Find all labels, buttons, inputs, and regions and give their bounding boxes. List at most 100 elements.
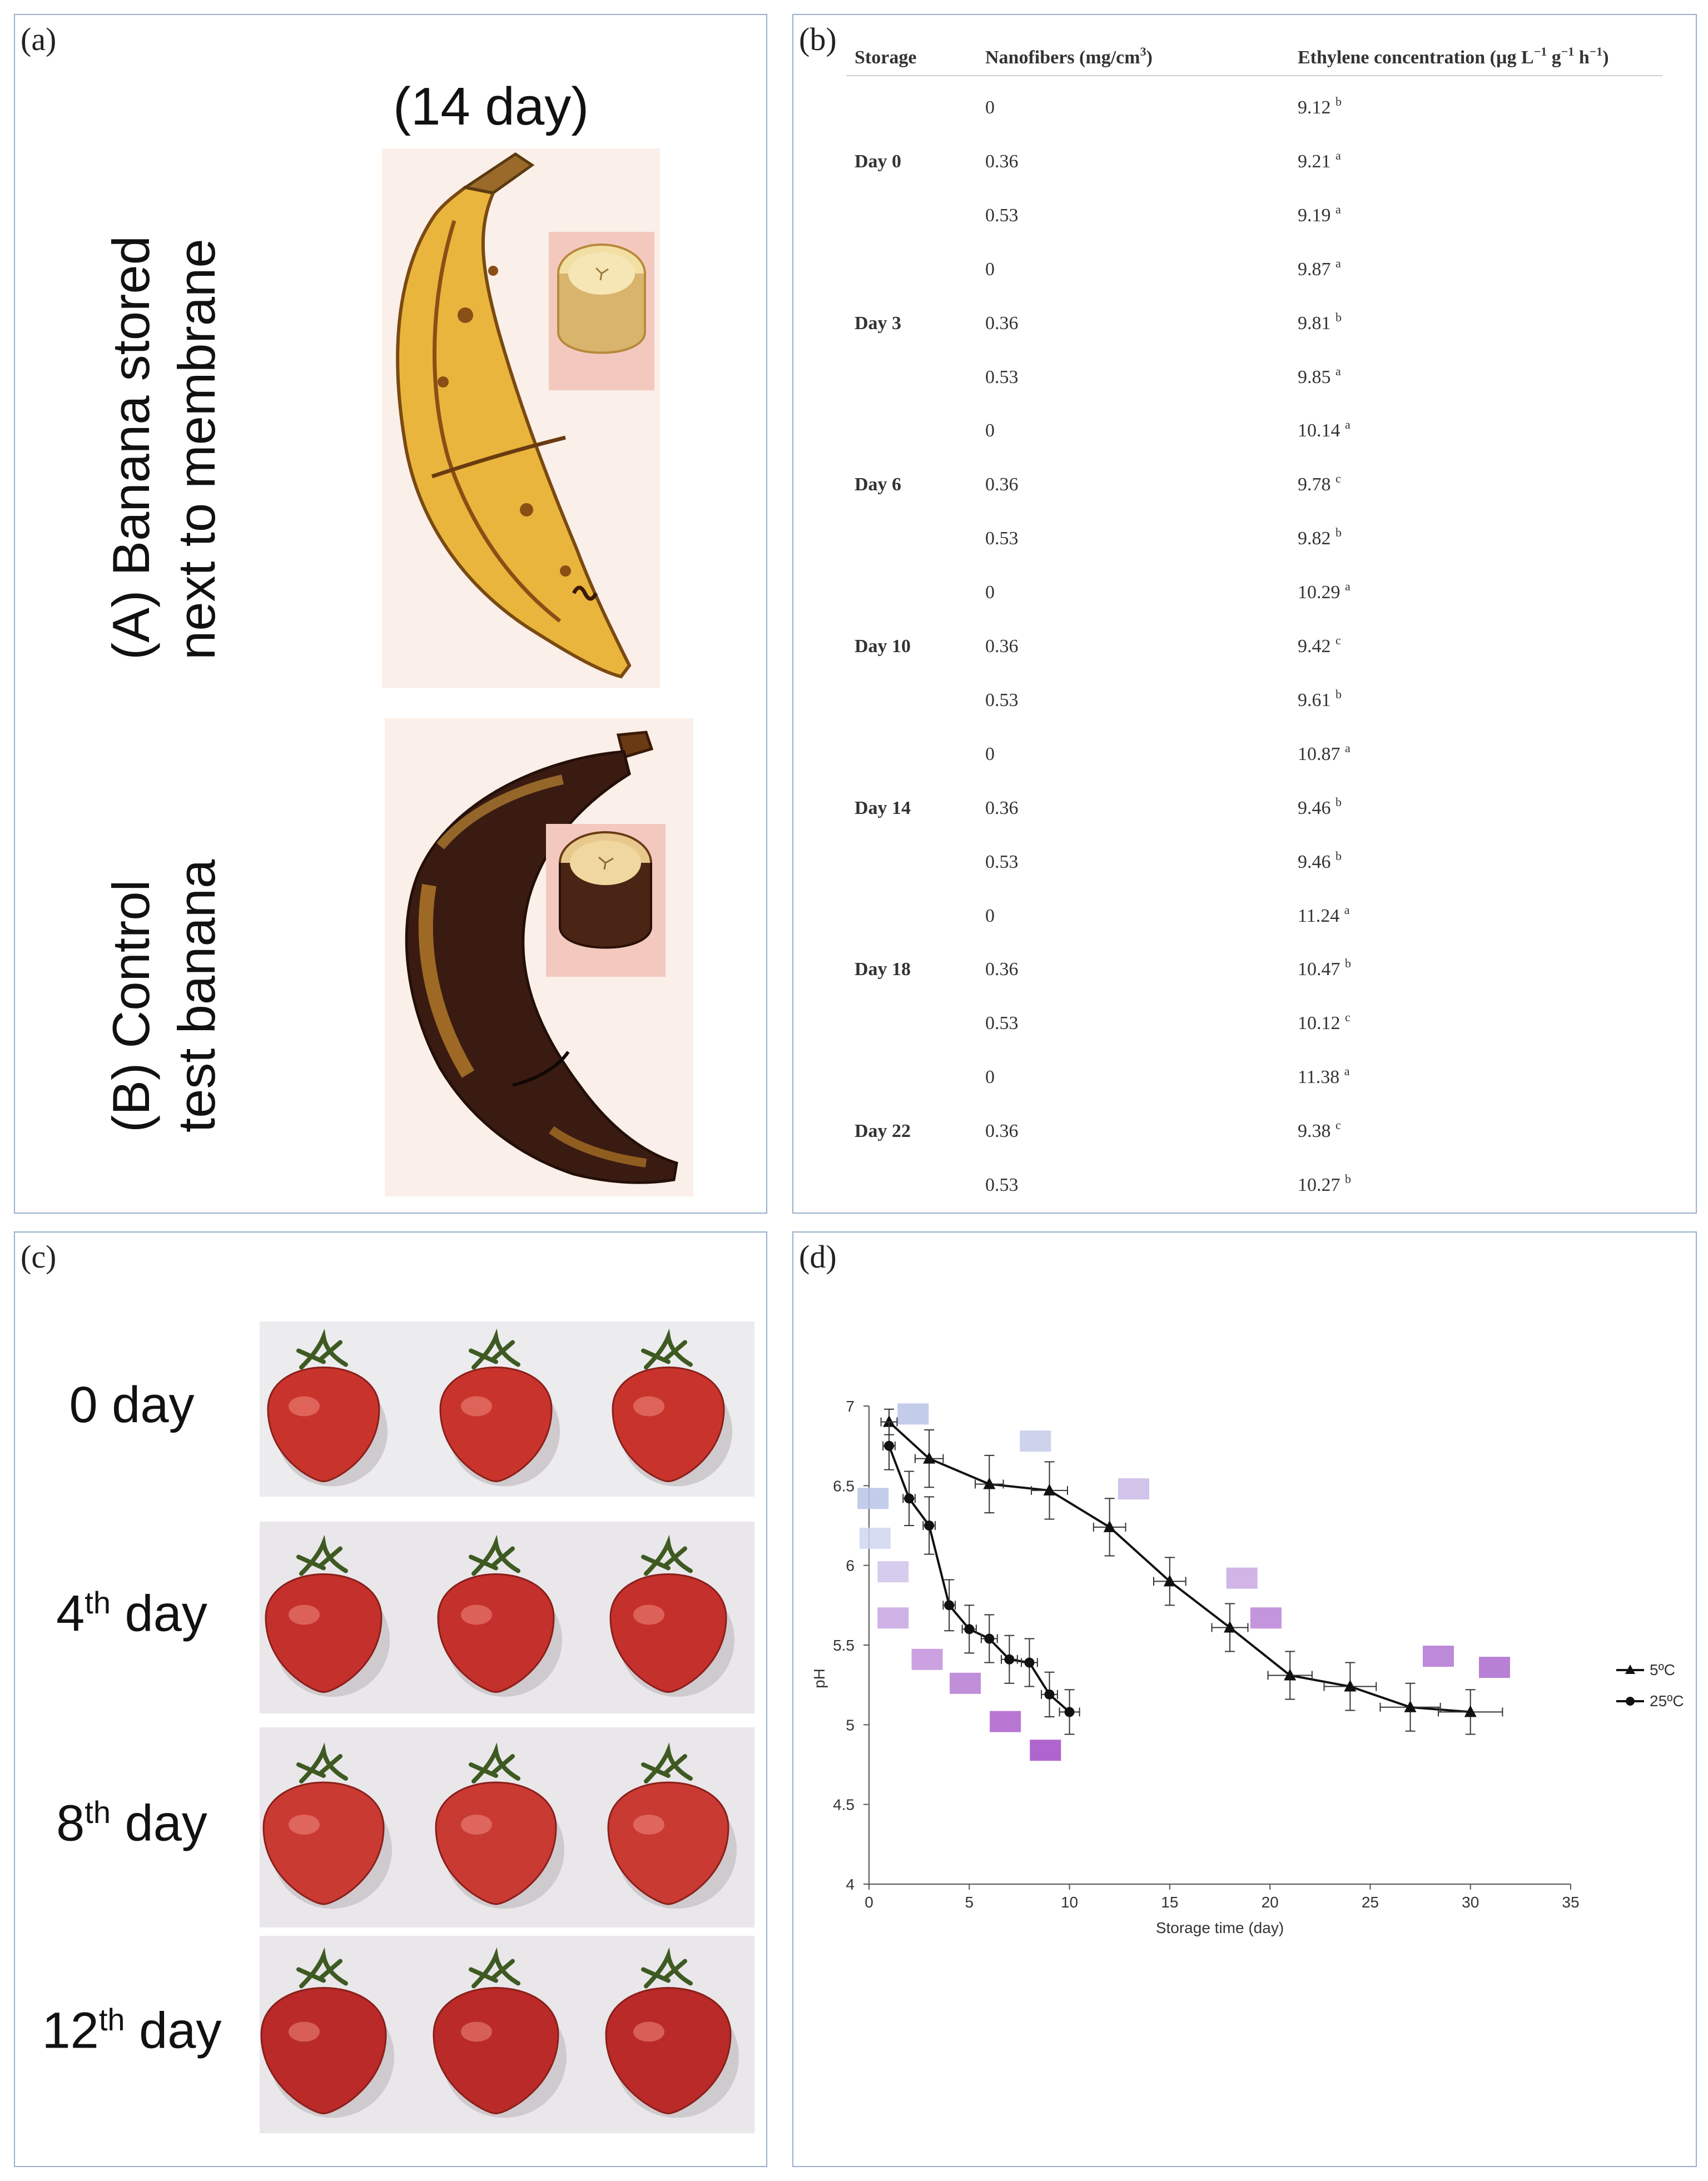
data-point-5c xyxy=(1224,1621,1237,1633)
storage-day-label: Day 6 xyxy=(855,474,902,495)
y-tick-label: 7 xyxy=(846,1398,855,1415)
ethylene-cell: 9.46 b xyxy=(1298,848,1342,872)
storage-day-label: Day 0 xyxy=(855,151,902,172)
nanofiber-cell: 0 xyxy=(985,582,995,603)
nanofiber-cell: 0 xyxy=(985,420,995,441)
ph-color-swatch-25c xyxy=(877,1607,909,1629)
banana-a-photo xyxy=(382,148,660,688)
data-point-5c xyxy=(1163,1574,1176,1587)
data-point-5c xyxy=(883,1415,896,1427)
series-line-5c xyxy=(888,1421,1471,1713)
data-point-25c xyxy=(1044,1689,1055,1700)
ethylene-cell: 10.29 a xyxy=(1298,579,1350,603)
panel-a-label: (a) xyxy=(21,21,57,57)
header-ethylene: Ethylene concentration (µg L−1 g−1 h−1) xyxy=(1298,44,1609,68)
tomato-day-label: 0 day xyxy=(69,1376,195,1433)
nanofiber-cell: 0.53 xyxy=(985,528,1019,549)
ethylene-cell: 10.47 b xyxy=(1298,956,1351,980)
banana-a-caption-line2: next to membrane xyxy=(167,239,226,660)
y-tick-label: 5.5 xyxy=(833,1637,855,1654)
x-tick-label: 25 xyxy=(1362,1894,1379,1911)
tomato-photo xyxy=(260,1321,754,1497)
banana-b-caption-line1: (B) Control xyxy=(102,880,160,1132)
ethylene-cell: 9.38 c xyxy=(1298,1118,1341,1142)
data-point-25c xyxy=(984,1633,995,1644)
ethylene-cell: 9.12 b xyxy=(1298,95,1342,118)
ph-color-swatch-5c xyxy=(1478,1657,1510,1678)
nanofiber-cell: 0 xyxy=(985,259,995,280)
nanofiber-cell: 0.36 xyxy=(985,474,1019,495)
data-point-25c xyxy=(944,1600,955,1611)
series-line-25c xyxy=(888,1445,1070,1713)
nanofiber-cell: 0.36 xyxy=(985,636,1019,657)
nanofiber-cell: 0.53 xyxy=(985,366,1019,387)
panel-d-ph-chart: (d) 0 5 10 15 20 25 30 35 4 4.5 5 5.5 6 6.5 7 Storage t… xyxy=(792,1231,1697,2167)
y-tick-label: 4.5 xyxy=(833,1796,855,1814)
storage-day-label: Day 14 xyxy=(855,797,911,818)
ph-chart: 0 5 10 15 20 25 30 35 4 4.5 5 5.5 6 6.5 7 Storage time … xyxy=(811,1398,1684,1936)
x-axis-title: Storage time (day) xyxy=(1156,1919,1284,1936)
data-point-25c xyxy=(1064,1707,1075,1717)
nanofiber-cell: 0.36 xyxy=(985,151,1019,172)
legend-label: 5ºC xyxy=(1650,1661,1675,1678)
ethylene-cell: 9.42 c xyxy=(1298,633,1341,657)
x-tick-label: 10 xyxy=(1061,1894,1078,1911)
tomato-photo xyxy=(260,1522,754,1713)
panel-b-label: (b) xyxy=(799,21,837,57)
ph-color-swatch-25c xyxy=(1030,1740,1061,1761)
nanofiber-cell: 0 xyxy=(985,1067,995,1088)
data-point-5c xyxy=(1284,1668,1297,1681)
panel-c-label: (c) xyxy=(21,1239,57,1275)
data-point-25c xyxy=(924,1521,935,1531)
ph-color-swatch-25c xyxy=(877,1561,909,1583)
ph-color-swatch-5c xyxy=(1020,1430,1051,1452)
legend-label: 25ºC xyxy=(1650,1692,1684,1710)
ph-color-swatch-5c xyxy=(1423,1646,1454,1667)
ph-color-swatch-25c xyxy=(990,1711,1021,1732)
ethylene-cell: 10.87 a xyxy=(1298,741,1350,764)
ethylene-cell: 9.19 a xyxy=(1298,202,1341,226)
ph-color-swatch-5c xyxy=(1118,1478,1149,1500)
tomato-day-label: 4th day xyxy=(56,1584,207,1642)
ethylene-cell: 10.14 a xyxy=(1298,418,1350,441)
ph-color-swatch-5c xyxy=(897,1403,929,1425)
data-point-25c xyxy=(964,1624,975,1634)
data-point-25c xyxy=(884,1440,895,1451)
ethylene-cell: 9.81 b xyxy=(1298,310,1342,334)
panel-b-ethylene-table: (b) Storage Nanofibers (mg/cm3) Ethylene… xyxy=(792,14,1697,1214)
ethylene-cell: 10.27 b xyxy=(1298,1172,1351,1195)
ethylene-cell: 9.85 a xyxy=(1298,364,1341,387)
x-tick-label: 15 xyxy=(1161,1894,1178,1911)
nanofiber-cell: 0.36 xyxy=(985,797,1019,818)
storage-day-label: Day 3 xyxy=(855,312,902,334)
ph-color-swatch-25c xyxy=(859,1527,891,1549)
ethylene-cell: 9.78 c xyxy=(1298,471,1341,495)
nanofiber-cell: 0.53 xyxy=(985,205,1019,226)
tomato-photo xyxy=(260,1727,754,1927)
data-point-5c xyxy=(983,1477,996,1489)
y-tick-label: 5 xyxy=(846,1716,855,1733)
panel-a-banana: (a) (14 day) (A) Banana stored next to m… xyxy=(14,14,767,1214)
tomato-day-label: 12th day xyxy=(42,2001,222,2059)
ph-color-swatch-5c xyxy=(1226,1567,1258,1589)
x-tick-label: 35 xyxy=(1562,1894,1579,1911)
nanofiber-cell: 0.53 xyxy=(985,689,1019,711)
data-point-5c xyxy=(1344,1680,1357,1692)
y-tick-label: 4 xyxy=(846,1876,855,1893)
header-nanofibers: Nanofibers (mg/cm3) xyxy=(985,44,1153,68)
ph-color-swatch-25c xyxy=(950,1672,981,1694)
y-tick-label: 6 xyxy=(846,1557,855,1574)
ethylene-cell: 9.87 a xyxy=(1298,256,1341,280)
x-tick-label: 0 xyxy=(865,1894,873,1911)
ethylene-cell: 9.61 b xyxy=(1298,687,1342,711)
tomato-day-label: 8th day xyxy=(56,1795,207,1852)
banana-a-caption-line1: (A) Banana stored xyxy=(102,236,160,660)
data-point-5c xyxy=(1103,1520,1116,1532)
nanofiber-cell: 0.36 xyxy=(985,312,1019,334)
nanofiber-cell: 0.36 xyxy=(985,1121,1019,1142)
ph-color-swatch-25c xyxy=(911,1648,943,1670)
legend-marker xyxy=(1625,1665,1635,1674)
ethylene-cell: 11.24 a xyxy=(1298,902,1350,926)
ethylene-cell: 10.12 c xyxy=(1298,1010,1350,1034)
data-point-5c xyxy=(1464,1705,1477,1717)
